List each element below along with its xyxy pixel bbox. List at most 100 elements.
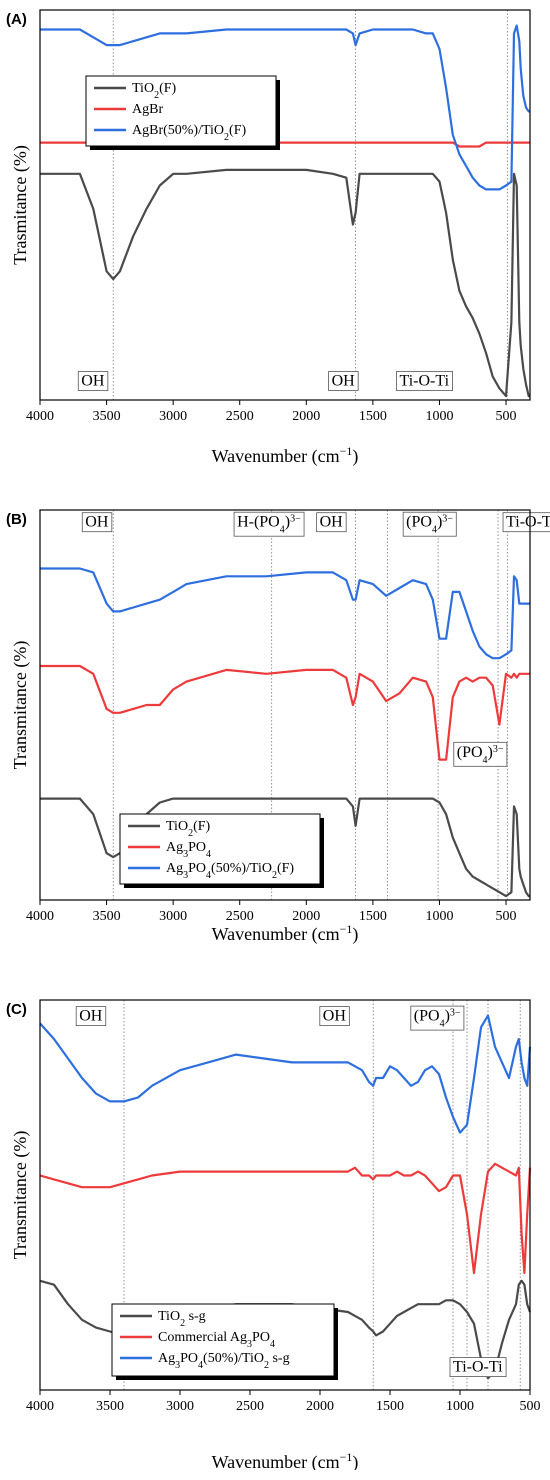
chart-c-legend-label-2-part-4: (50%)/TiO (203, 1351, 264, 1366)
chart-b-xlabel-sup: −1 (340, 922, 353, 936)
chart-c-frame (39, 999, 531, 1391)
chart-b-xtick-label-4: 2000 (292, 909, 320, 924)
chart-b-annotation-5: (PO4)3− (457, 743, 504, 765)
chart-panel-b: 4000 3500 3000 2500 2000 1500 1000 500 OH H-(PO4)… (0, 500, 550, 980)
chart-c-legend-label-2-part-6: s-g (269, 1351, 290, 1366)
chart-a-svg: 4000 3500 3000 2500 2000 1500 1000 500 OH OH Ti-O-… (6, 9, 531, 467)
chart-a-annotation-box-1 (328, 371, 359, 391)
chart-a-frame (39, 9, 531, 401)
chart-c-annotation-box-0 (75, 1006, 107, 1026)
chart-b-annotation-3-part-2: ) (437, 514, 442, 531)
chart-a-panel-label: (A) (6, 11, 27, 28)
chart-b-xlabel-main: Wavenumber (cm (212, 924, 340, 945)
chart-c-legend-label-2-part-1: 3 (175, 1360, 180, 1371)
chart-a-xlabel-sup: −1 (340, 444, 353, 458)
chart-a-annotation-2: Ti-O-Ti (400, 373, 450, 390)
chart-a-xlabel-main: Wavenumber (cm (212, 446, 340, 467)
chart-a-xtick-label-3: 2500 (226, 409, 254, 424)
chart-a-legend-label-1: AgBr (132, 102, 163, 117)
chart-b-annotation-1-part-3: 3− (290, 513, 301, 524)
chart-a-annotation-box-0 (77, 371, 109, 391)
chart-b-legend-label-0-part-1: 2 (188, 828, 193, 839)
chart-c-legend-label-1-part-3: 4 (270, 1339, 275, 1350)
chart-b-annotation-5-part-1: 4 (483, 754, 488, 765)
chart-c-xtick-label-2: 3000 (166, 1399, 194, 1414)
chart-b-series-line-2 (40, 567, 530, 660)
chart-b-xtick-label-7: 500 (496, 909, 517, 924)
chart-a-annotation-1: OH (332, 373, 356, 390)
chart-c-legend-label-1-part-1: 3 (247, 1339, 252, 1350)
chart-b-annotation-4: Ti-O-Ti (506, 514, 550, 531)
chart-c-xtick-label-6: 1000 (446, 1399, 474, 1414)
chart-c-annotation-box-2 (410, 1005, 465, 1031)
chart-c-annotation-2-part-0: (PO (414, 1008, 440, 1025)
chart-a-legend-label-2: AgBr(50%)/TiO2(F) (132, 123, 246, 143)
chart-a-legend-label-1-part-0: AgBr (132, 102, 163, 117)
chart-a-xtick-label-7: 500 (496, 409, 517, 424)
chart-b-legend-label-1-part-0: Ag (166, 840, 183, 855)
chart-a-annotation-0-part-0: OH (81, 373, 105, 390)
chart-a-annotation-2-part-0: Ti-O-Ti (400, 373, 450, 390)
chart-b-annotation-2: OH (320, 514, 344, 531)
chart-a-legend-label-2-part-2: (F) (229, 123, 246, 138)
chart-b-annotation-3-part-3: 3− (442, 513, 453, 524)
chart-b-annotation-5-part-2: ) (488, 744, 493, 761)
chart-b-annotation-box-3 (402, 511, 457, 537)
chart-b-ylabel: Transmitance (%) (10, 641, 31, 770)
chart-c-series-line-1 (39, 1162, 532, 1275)
chart-c-annotation-1: OH (323, 1008, 347, 1025)
chart-c-legend-label-0-part-1: 2 (180, 1318, 185, 1329)
chart-a-xtick-label-1: 3500 (93, 409, 121, 424)
chart-panel-c: 4000 3500 3000 2500 2000 1500 1000 500 OH OH (PO4)… (0, 990, 550, 1470)
chart-b-annotation-2-part-0: OH (320, 514, 344, 531)
chart-b-legend-label-1: Ag3PO4 (166, 840, 211, 860)
chart-a-ylabel: Trasmitance (%) (10, 145, 31, 265)
chart-a-legend-label-0-part-2: (F) (159, 81, 176, 96)
chart-c-series-line-2 (39, 1014, 532, 1134)
chart-b-legend-label-0: TiO2(F) (166, 819, 211, 839)
chart-b-legend-label-2-part-3: 4 (206, 870, 211, 881)
chart-b-legend-label-2-part-1: 3 (183, 870, 188, 881)
chart-b-annotation-3-part-1: 4 (432, 524, 437, 535)
chart-c-annotation-2-part-2: ) (445, 1008, 450, 1025)
chart-c-xtick-label-3: 2500 (236, 1399, 264, 1414)
chart-b-annotation-box-0 (81, 512, 113, 533)
chart-c-legend-label-1: Commercial Ag3PO4 (158, 1330, 275, 1350)
chart-c-panel-label: (C) (6, 1001, 27, 1018)
chart-b-annotation-3: (PO4)3− (406, 513, 453, 535)
chart-a-legend-label-0-part-1: 2 (154, 90, 159, 101)
chart-b-annotation-1: H-(PO4)3− (237, 513, 301, 535)
chart-b-legend-label-1-part-1: 3 (183, 849, 188, 860)
chart-b-xtick-label-5: 1500 (359, 909, 387, 924)
chart-a-xlabel: Wavenumber (cm−1) (212, 444, 359, 467)
chart-b-annotation-box-2 (316, 512, 347, 533)
chart-a-legend-label-2-part-1: 2 (224, 132, 229, 143)
chart-b-annotation-box-4 (502, 512, 550, 533)
chart-a-annotation-box-2 (396, 371, 453, 391)
chart-a-marks: 4000 3500 3000 2500 2000 1500 1000 500 OH OH Ti-O-… (26, 10, 530, 424)
chart-c-legend-label-1-part-0: Commercial Ag (158, 1330, 247, 1345)
chart-a-series-line-0 (40, 168, 530, 398)
chart-b-legend-label-1-part-2: PO (188, 840, 206, 855)
chart-b-annotation-box-1 (233, 511, 305, 537)
chart-b-xtick-label-6: 1000 (425, 909, 453, 924)
chart-c-annotation-box-3 (449, 1357, 507, 1378)
chart-a-legend-label-2-part-0: AgBr(50%)/TiO (132, 123, 224, 138)
chart-b-legend-box (119, 813, 321, 885)
chart-a-xtick-label-6: 1000 (425, 409, 453, 424)
chart-b-annotation-4-part-0: Ti-O-Ti (506, 514, 550, 531)
chart-b-annotation-1-part-0: H-(PO (237, 514, 280, 531)
chart-c-annotation-2-part-3: 3− (450, 1007, 461, 1018)
chart-c-xtick-label-5: 1500 (376, 1399, 404, 1414)
chart-b-legend-label-2-part-4: (50%)/TiO (211, 861, 272, 876)
chart-c-legend-label-2-part-5: 2 (264, 1360, 269, 1371)
chart-c-legend-label-2: Ag3PO4(50%)/TiO2 s-g (158, 1351, 290, 1371)
chart-a-legend-label-0-part-0: TiO (132, 81, 154, 96)
chart-c-legend-label-0-part-0: TiO (158, 1309, 180, 1324)
chart-b-series-line-0 (40, 797, 530, 898)
chart-b-annotation-3-part-0: (PO (406, 514, 432, 531)
chart-b-xtick-label-2: 3000 (159, 909, 187, 924)
chart-b-annotation-0: OH (85, 514, 109, 531)
